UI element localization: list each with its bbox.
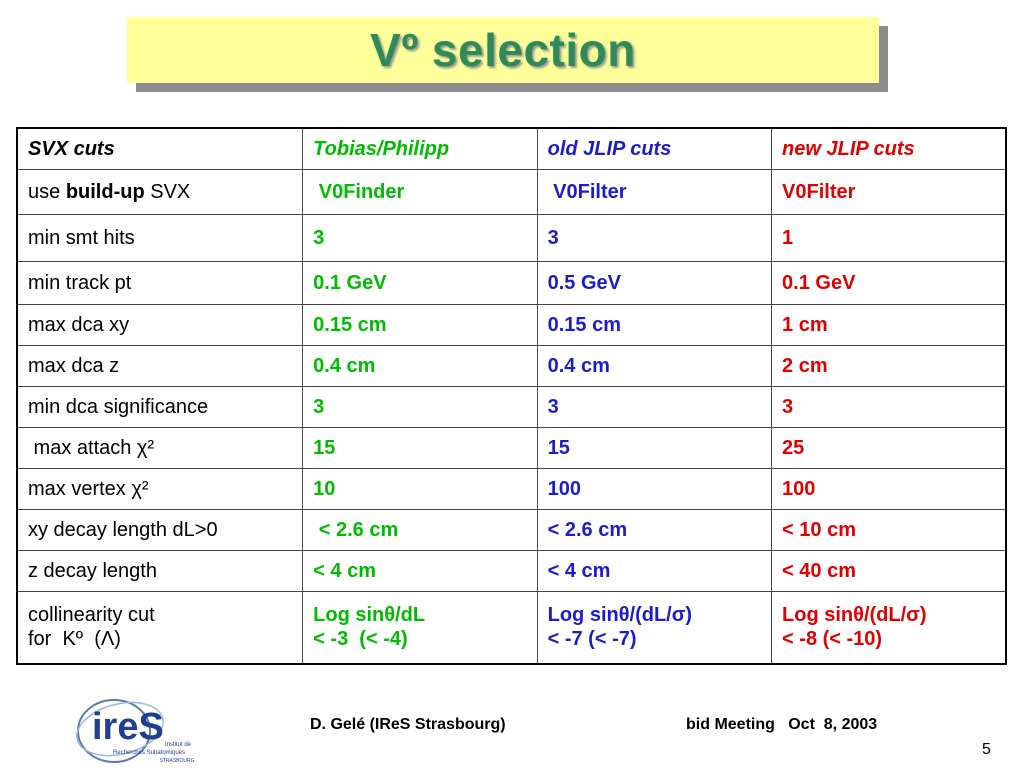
- ires-logo-graphic: ireS Institut de Recherches Subatomiques…: [76, 699, 195, 764]
- cuts-table: SVX cuts Tobias/Philipp old JLIP cuts ne…: [16, 127, 1007, 665]
- row-label-line1: collinearity cut: [28, 604, 155, 627]
- footer-meeting: bid Meeting Oct 8, 2003: [686, 716, 878, 733]
- old-jlip-cell: < 2.6 cm: [536, 508, 773, 551]
- old-jlip-cell: 15: [536, 426, 773, 469]
- row-label: z decay length: [16, 549, 304, 592]
- logo-wordmark: ireS: [92, 706, 164, 748]
- table-row: xy decay length dL>0 < 2.6 cm < 2.6 cm <…: [16, 508, 1007, 551]
- row-label: max vertex χ²: [16, 467, 304, 510]
- row-label-line2: for Kº (Λ): [28, 628, 121, 651]
- table-row: min smt hits 3 3 1: [16, 213, 1007, 262]
- new-jlip-cell: 0.1 GeV: [771, 260, 1007, 305]
- row-label-bold: build-up: [65, 180, 145, 203]
- ires-logo: ireS Institut de Recherches Subatomiques…: [74, 693, 204, 765]
- row-label: max dca z: [16, 344, 304, 387]
- tobias-cell: 3: [302, 385, 538, 428]
- header-new-jlip: new JLIP cuts: [771, 127, 1007, 170]
- table-row: max dca z 0.4 cm 0.4 cm 2 cm: [16, 344, 1007, 387]
- title-banner: Vº selection: [127, 17, 879, 83]
- tobias-cell: 0.15 cm: [302, 303, 538, 346]
- new-jlip-cell-line1: Log sinθ/(dL/σ): [782, 604, 927, 627]
- header-old-jlip: old JLIP cuts: [536, 127, 773, 170]
- new-jlip-cell-line2: < -8 (< -10): [782, 628, 883, 651]
- old-jlip-cell: 0.5 GeV: [536, 260, 773, 305]
- old-jlip-cell: Log sinθ/(dL/σ) < -7 (< -7): [536, 590, 773, 665]
- row-label-suffix: SVX: [144, 180, 191, 203]
- tobias-cell: 0.1 GeV: [302, 260, 538, 305]
- row-label: xy decay length dL>0: [16, 508, 304, 551]
- old-jlip-cell: 0.15 cm: [536, 303, 773, 346]
- tobias-cell-line2: < -3 (< -4): [313, 628, 408, 651]
- logo-line3: STRASBOURG: [159, 758, 194, 764]
- tobias-cell: 15: [302, 426, 538, 469]
- tobias-cell: Log sinθ/dL < -3 (< -4): [302, 590, 538, 665]
- tobias-cell: 10: [302, 467, 538, 510]
- old-jlip-cell-line1: Log sinθ/(dL/σ): [547, 604, 693, 627]
- tobias-cell: < 2.6 cm: [302, 508, 538, 551]
- new-jlip-cell: 25: [771, 426, 1007, 469]
- tobias-cell: 3: [302, 213, 538, 262]
- page-number: 5: [982, 741, 991, 758]
- old-jlip-cell: 3: [536, 213, 773, 262]
- row-label: collinearity cut for Kº (Λ): [16, 590, 304, 665]
- new-jlip-cell: 2 cm: [771, 344, 1007, 387]
- row-label: use build-up SVX: [16, 168, 304, 215]
- tobias-cell: V0Finder: [302, 168, 538, 215]
- header-tobias-philipp: Tobias/Philipp: [302, 127, 538, 170]
- old-jlip-cell: < 4 cm: [536, 549, 773, 592]
- row-label: max attach χ²: [16, 426, 304, 469]
- table-row: min track pt 0.1 GeV 0.5 GeV 0.1 GeV: [16, 260, 1007, 305]
- new-jlip-cell: V0Filter: [771, 168, 1007, 215]
- row-label: max dca xy: [16, 303, 304, 346]
- new-jlip-cell: < 40 cm: [771, 549, 1007, 592]
- new-jlip-cell: 3: [771, 385, 1007, 428]
- table-row: max dca xy 0.15 cm 0.15 cm 1 cm: [16, 303, 1007, 346]
- old-jlip-cell: 0.4 cm: [536, 344, 773, 387]
- table-row: collinearity cut for Kº (Λ) Log sinθ/dL …: [16, 590, 1007, 665]
- new-jlip-cell: 1: [771, 213, 1007, 262]
- header-svx-cuts: SVX cuts: [16, 127, 304, 170]
- old-jlip-cell: V0Filter: [536, 168, 773, 215]
- tobias-cell: 0.4 cm: [302, 344, 538, 387]
- row-label: min track pt: [16, 260, 304, 305]
- new-jlip-cell: 1 cm: [771, 303, 1007, 346]
- row-label: min dca significance: [16, 385, 304, 428]
- tobias-cell-line1: Log sinθ/dL: [313, 604, 426, 627]
- footer-author: D. Gelé (IReS Strasbourg): [310, 716, 506, 733]
- table-row: z decay length < 4 cm < 4 cm < 40 cm: [16, 549, 1007, 592]
- new-jlip-cell: < 10 cm: [771, 508, 1007, 551]
- row-label: min smt hits: [16, 213, 304, 262]
- tobias-cell: < 4 cm: [302, 549, 538, 592]
- new-jlip-cell: 100: [771, 467, 1007, 510]
- new-jlip-cell: Log sinθ/(dL/σ) < -8 (< -10): [771, 590, 1007, 665]
- old-jlip-cell: 3: [536, 385, 773, 428]
- logo-line2: Recherches Subatomiques: [113, 750, 185, 756]
- logo-line1: Institut de: [165, 742, 192, 748]
- table-header-row: SVX cuts Tobias/Philipp old JLIP cuts ne…: [16, 127, 1007, 170]
- old-jlip-cell-line2: < -7 (< -7): [547, 628, 637, 651]
- table-row: max attach χ² 15 15 25: [16, 426, 1007, 469]
- row-label-prefix: use: [28, 180, 66, 203]
- slide-title: Vº selection: [370, 24, 636, 76]
- table-row: use build-up SVX V0Finder V0Filter V0Fil…: [16, 168, 1007, 215]
- table-row: max vertex χ² 10 100 100: [16, 467, 1007, 510]
- table-row: min dca significance 3 3 3: [16, 385, 1007, 428]
- old-jlip-cell: 100: [536, 467, 773, 510]
